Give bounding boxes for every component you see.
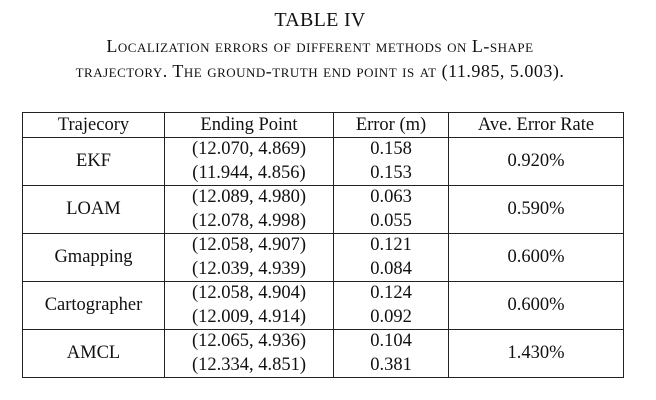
ave-error-rate-cell: 0.920% bbox=[448, 137, 624, 186]
table-row: Gmapping (12.058, 4.907) (12.039, 4.939)… bbox=[22, 233, 624, 282]
table-row: AMCL (12.065, 4.936) (12.334, 4.851) 0.1… bbox=[22, 329, 624, 378]
error-value: 0.158 bbox=[370, 139, 412, 159]
error-value: 0.063 bbox=[370, 187, 412, 207]
ending-point-value: (11.944, 4.856) bbox=[192, 162, 306, 183]
ending-point-cell: (12.070, 4.869) (11.944, 4.856) bbox=[164, 137, 334, 186]
ending-point-value: (12.089, 4.980) bbox=[191, 187, 307, 207]
error-value: 0.381 bbox=[370, 354, 412, 375]
table-number: TABLE IV bbox=[274, 9, 366, 31]
error-value: 0.092 bbox=[370, 306, 412, 327]
ending-point-cell: (12.089, 4.980) (12.078, 4.998) bbox=[164, 185, 334, 234]
table-caption-line-2: trajectory. The ground-truth end point i… bbox=[75, 61, 565, 81]
ending-point-cell: (12.065, 4.936) (12.334, 4.851) bbox=[164, 329, 334, 378]
header-trajectory: Trajecory bbox=[22, 112, 165, 138]
ending-point-value: (12.334, 4.851) bbox=[191, 354, 307, 375]
table-row: LOAM (12.089, 4.980) (12.078, 4.998) 0.0… bbox=[22, 185, 624, 234]
error-value: 0.104 bbox=[370, 331, 412, 351]
error-value: 0.121 bbox=[370, 235, 412, 255]
table-row: Cartographer (12.058, 4.904) (12.009, 4.… bbox=[22, 281, 624, 330]
method-cell: Gmapping bbox=[22, 233, 165, 282]
error-cell: 0.063 0.055 bbox=[333, 185, 449, 234]
results-table: Trajecory Ending Point Error (m) Ave. Er… bbox=[22, 112, 624, 378]
error-value: 0.084 bbox=[370, 258, 412, 279]
method-cell: AMCL bbox=[22, 329, 165, 378]
ave-error-rate-cell: 0.600% bbox=[448, 281, 624, 330]
ending-point-value: (12.065, 4.936) bbox=[191, 331, 307, 351]
table-caption-line-1: Localization errors of different methods… bbox=[106, 36, 534, 56]
ending-point-value: (12.009, 4.914) bbox=[191, 306, 307, 327]
ending-point-value: (12.039, 4.939) bbox=[191, 258, 307, 279]
method-cell: LOAM bbox=[22, 185, 165, 234]
method-cell: EKF bbox=[22, 137, 165, 186]
error-cell: 0.124 0.092 bbox=[333, 281, 449, 330]
ending-point-value: (12.058, 4.904) bbox=[191, 283, 307, 303]
ave-error-rate-cell: 0.590% bbox=[448, 185, 624, 234]
header-error: Error (m) bbox=[333, 112, 449, 138]
error-cell: 0.158 0.153 bbox=[333, 137, 449, 186]
ending-point-value: (12.070, 4.869) bbox=[191, 139, 307, 159]
ending-point-cell: (12.058, 4.907) (12.039, 4.939) bbox=[164, 233, 334, 282]
ending-point-value: (12.058, 4.907) bbox=[191, 235, 307, 255]
error-cell: 0.104 0.381 bbox=[333, 329, 449, 378]
error-value: 0.055 bbox=[370, 210, 412, 231]
error-cell: 0.121 0.084 bbox=[333, 233, 449, 282]
header-ending-point: Ending Point bbox=[164, 112, 334, 138]
header-ave-error-rate: Ave. Error Rate bbox=[448, 112, 624, 138]
error-value: 0.124 bbox=[370, 283, 412, 303]
ending-point-value: (12.078, 4.998) bbox=[191, 210, 307, 231]
ave-error-rate-cell: 0.600% bbox=[448, 233, 624, 282]
error-value: 0.153 bbox=[370, 162, 412, 183]
method-cell: Cartographer bbox=[22, 281, 165, 330]
ave-error-rate-cell: 1.430% bbox=[448, 329, 624, 378]
table-row: EKF (12.070, 4.869) (11.944, 4.856) 0.15… bbox=[22, 137, 624, 186]
ending-point-cell: (12.058, 4.904) (12.009, 4.914) bbox=[164, 281, 334, 330]
header-row: Trajecory Ending Point Error (m) Ave. Er… bbox=[22, 112, 624, 138]
